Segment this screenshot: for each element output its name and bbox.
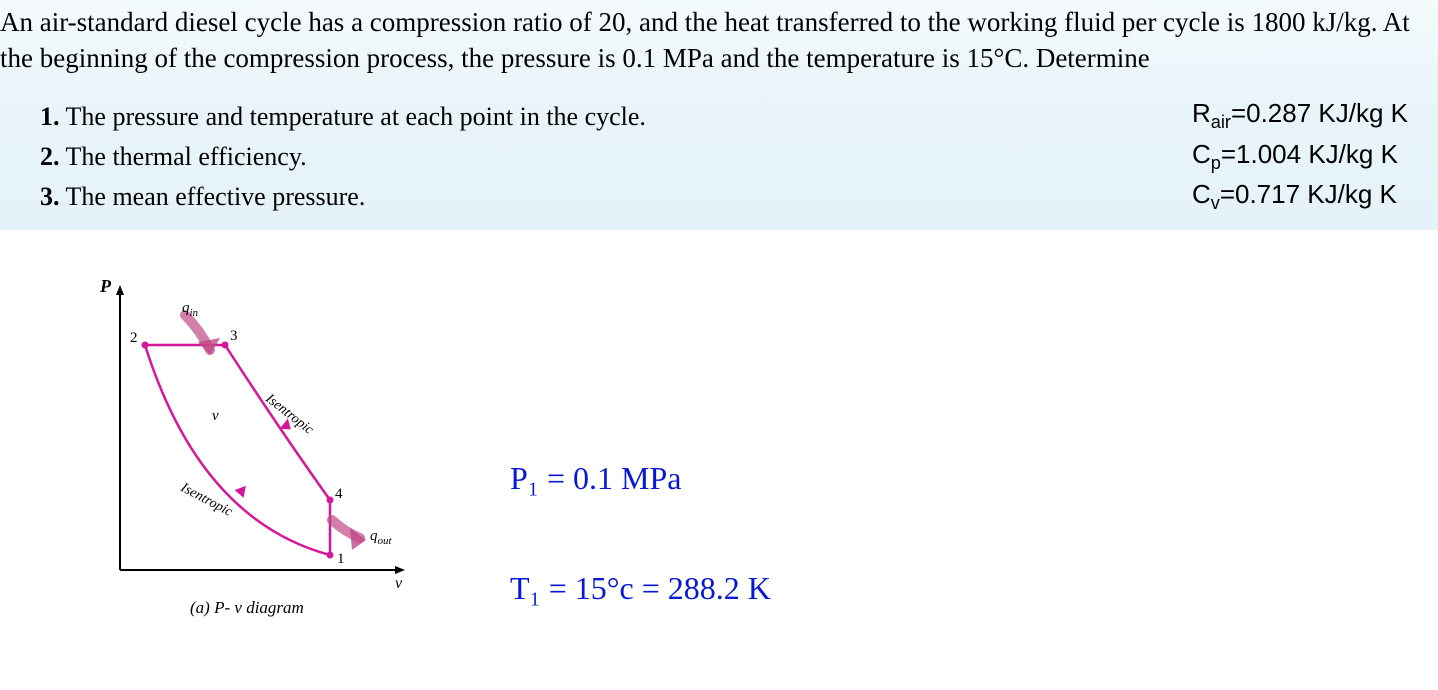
constant-cv: Cv=0.717 KJ/kg K	[1192, 176, 1408, 217]
qout-label: qout	[370, 528, 393, 547]
handwritten-t1: T₁ = 15°c = 288.2 K	[510, 570, 771, 607]
question-2-text: The thermal efficiency.	[60, 142, 307, 171]
question-3-number: 3.	[40, 182, 60, 211]
problem-text: An air-standard diesel cycle has a compr…	[0, 7, 1410, 73]
constant-cp: Cp=1.004 KJ/kg K	[1192, 136, 1408, 177]
inner-v-label: v	[212, 408, 219, 424]
constants-block: Rair=0.287 KJ/kg K Cp=1.004 KJ/kg K Cv=0…	[1192, 95, 1408, 217]
y-axis-arrow	[116, 285, 124, 295]
isentropic-label-lower: Isentropic	[177, 480, 235, 520]
problem-statement: An air-standard diesel cycle has a compr…	[0, 0, 1438, 85]
point-4-label: 4	[335, 486, 343, 502]
qout-arrow-head	[350, 528, 366, 550]
question-1-number: 1.	[40, 102, 60, 131]
arrow-on-1-2	[233, 482, 247, 497]
constant-r-air: Rair=0.287 KJ/kg K	[1192, 95, 1408, 136]
question-1-text: The pressure and temperature at each poi…	[60, 102, 646, 131]
axis-label-p: P	[99, 276, 112, 296]
point-1-label: 1	[337, 551, 345, 567]
x-axis-arrow	[395, 566, 405, 574]
question-2-number: 2.	[40, 142, 60, 171]
process-3-4	[225, 345, 330, 500]
diagram-caption: (a) P- v diagram	[190, 598, 304, 618]
process-1-2	[145, 345, 330, 555]
axis-label-v: v	[395, 575, 403, 592]
questions-block: 1. The pressure and temperature at each …	[0, 85, 1438, 230]
pv-diagram-svg: P v 2 3 4 1 v qin qout Isentropic Isentr…	[70, 270, 430, 610]
handwritten-p1: P₁ = 0.1 MPa	[510, 460, 681, 497]
point-3-label: 3	[230, 328, 238, 344]
point-2-label: 2	[130, 330, 138, 346]
question-3-text: The mean effective pressure.	[60, 182, 366, 211]
pv-diagram: P v 2 3 4 1 v qin qout Isentropic Isentr…	[70, 270, 430, 610]
